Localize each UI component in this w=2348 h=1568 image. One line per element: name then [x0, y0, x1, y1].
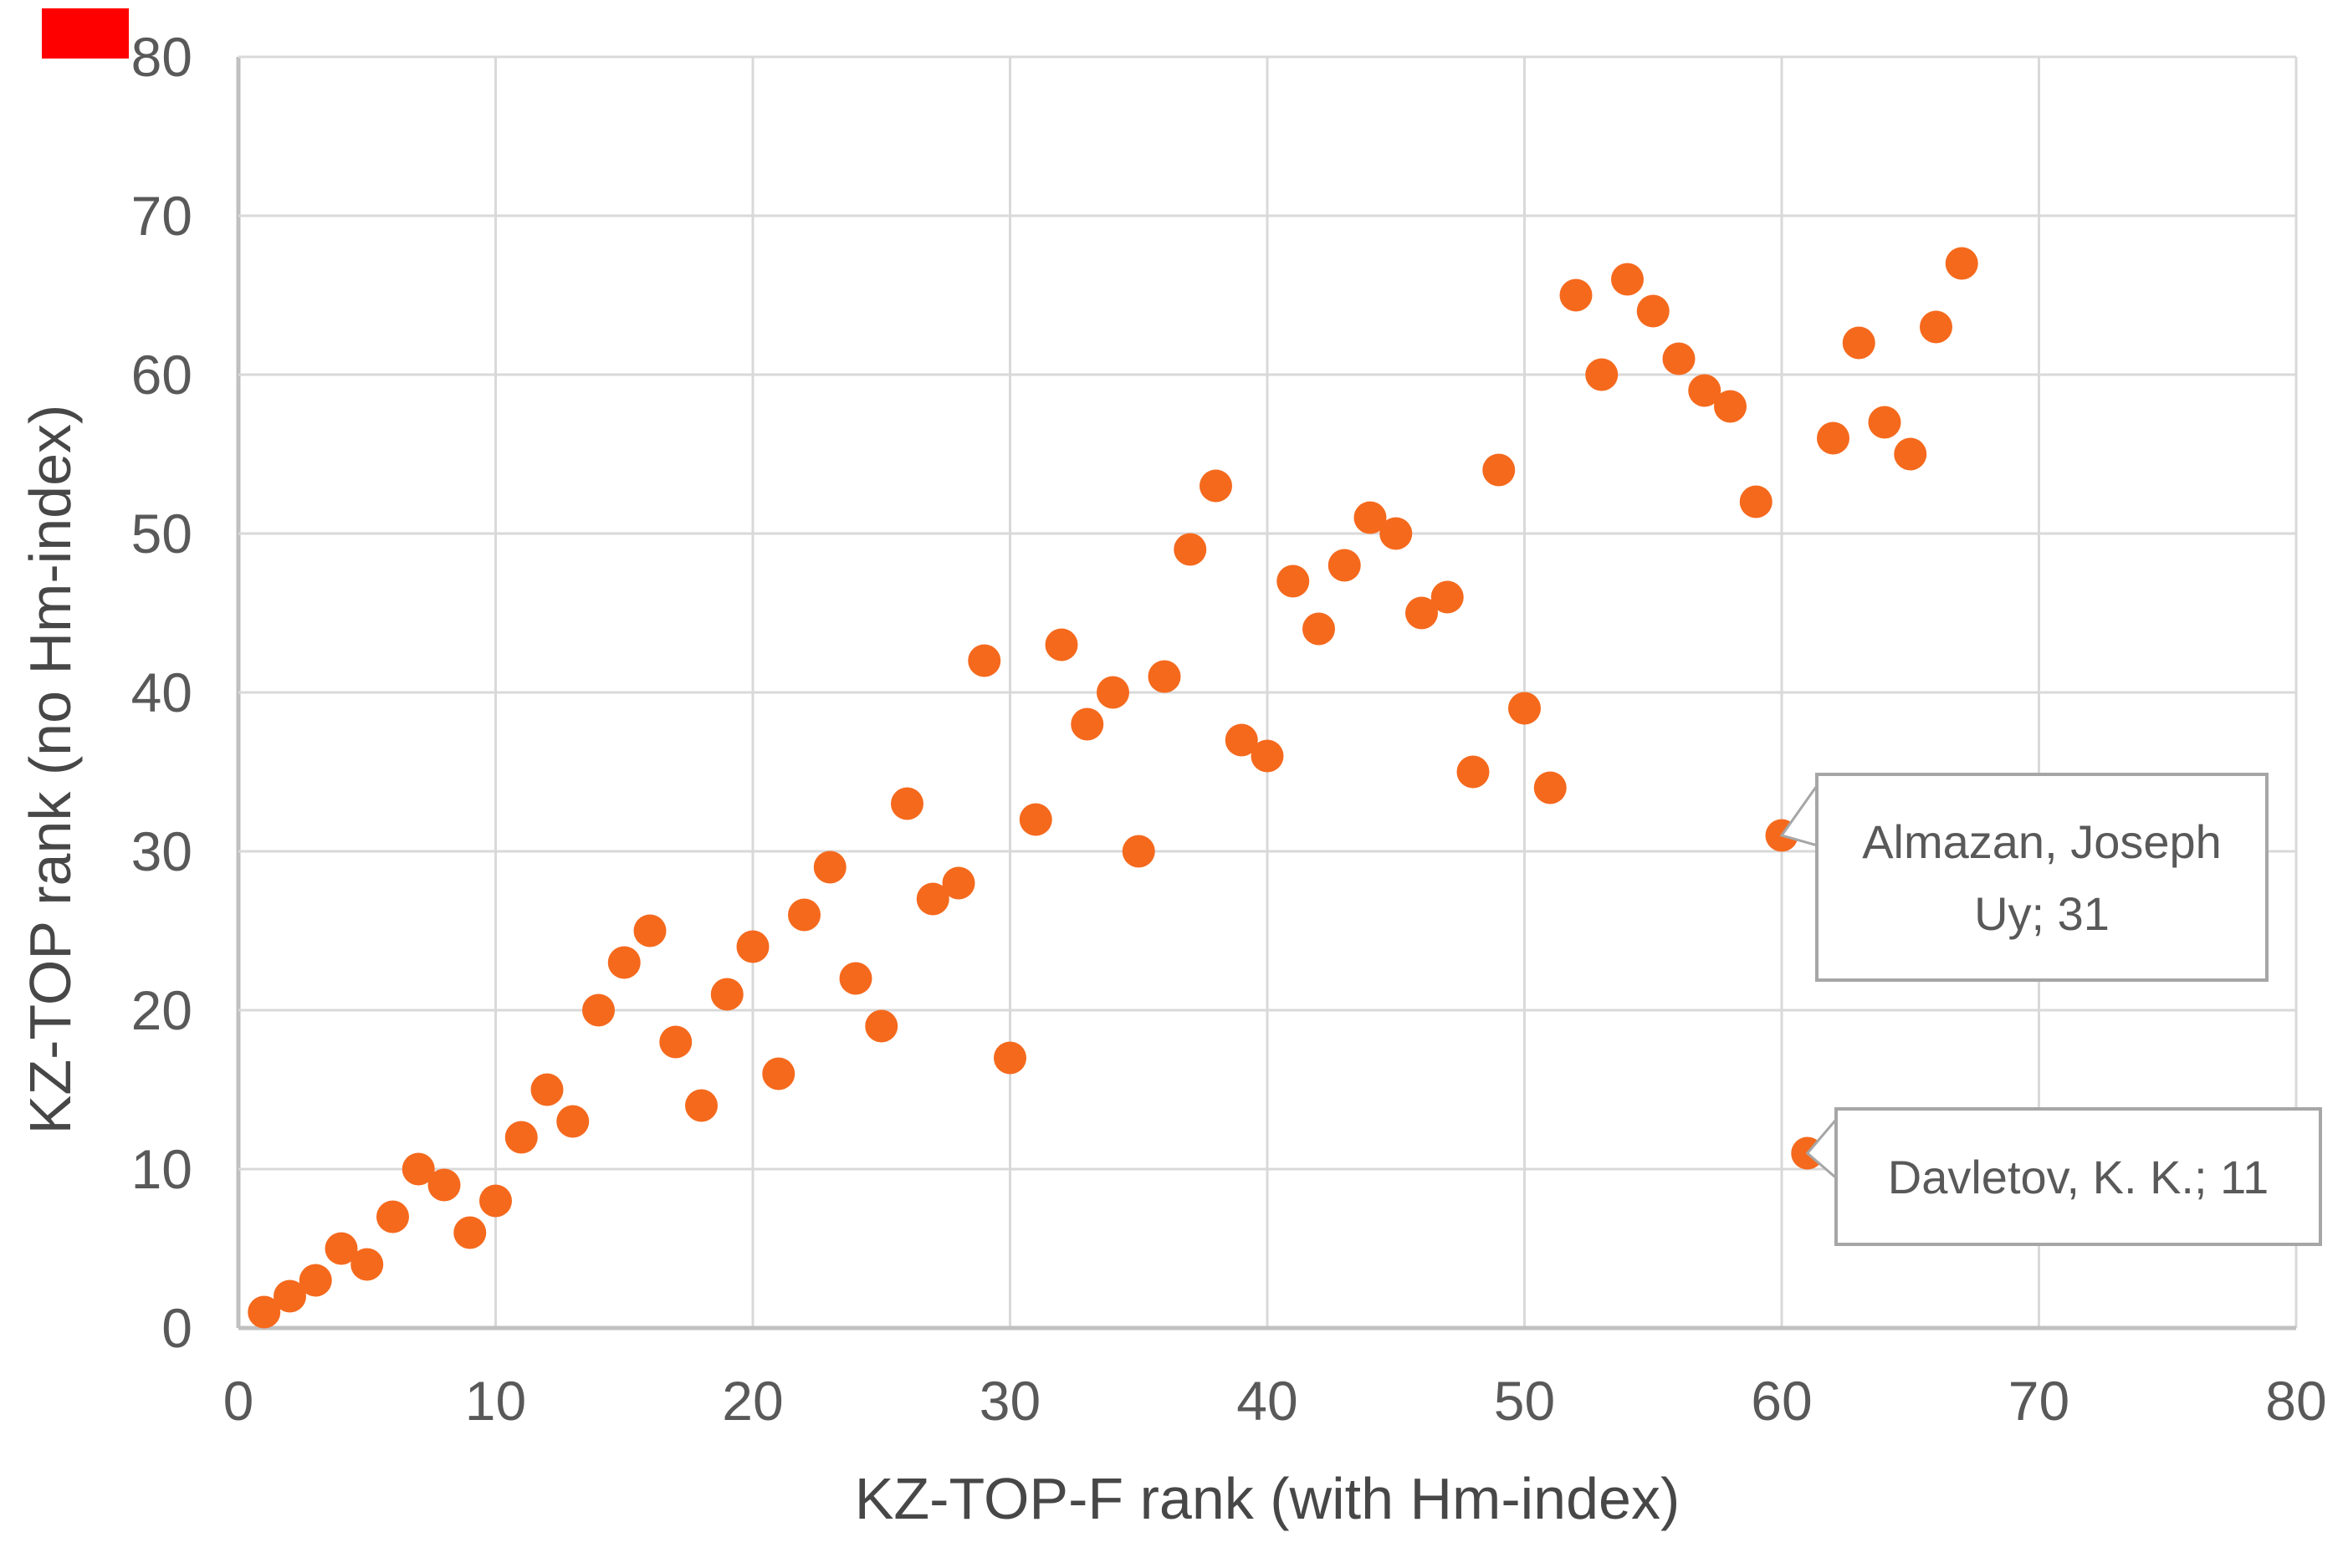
data-point[interactable] [1533, 771, 1567, 804]
x-tick-label: 30 [980, 1370, 1041, 1432]
callout-box[interactable] [1834, 1107, 2322, 1246]
data-point[interactable] [994, 1041, 1026, 1075]
y-tick-label: 80 [131, 26, 192, 88]
y-tick-label: 40 [131, 661, 192, 723]
data-point[interactable] [1251, 739, 1284, 773]
callout: Davletov, K. K.; 11 [1805, 1107, 2322, 1246]
x-axis-title: KZ-TOP-F rank (with Hm-index) [854, 1466, 1680, 1531]
data-point[interactable] [710, 978, 744, 1011]
data-point[interactable] [325, 1232, 358, 1265]
y-tick-label: 50 [131, 503, 192, 564]
x-tick-label: 50 [1494, 1370, 1555, 1432]
y-tick-label: 30 [131, 820, 192, 882]
data-point[interactable] [1225, 723, 1258, 757]
x-tick-label: 0 [223, 1370, 254, 1432]
data-point[interactable] [248, 1295, 281, 1329]
data-point[interactable] [839, 962, 872, 995]
data-point[interactable] [607, 946, 641, 979]
x-tick-label: 20 [722, 1370, 783, 1432]
data-point[interactable] [916, 882, 949, 916]
x-tick-label: 70 [2008, 1370, 2069, 1432]
data-point[interactable] [1662, 342, 1696, 375]
y-tick-label: 10 [131, 1138, 192, 1200]
data-point[interactable] [1379, 517, 1413, 550]
red-corner-marker [42, 8, 129, 59]
data-point[interactable] [274, 1279, 306, 1313]
data-point[interactable] [1508, 692, 1541, 725]
data-point[interactable] [1559, 278, 1593, 312]
y-tick-label: 70 [131, 185, 192, 247]
data-point[interactable] [402, 1152, 435, 1186]
y-tick-label: 20 [131, 979, 192, 1041]
data-point[interactable] [1714, 390, 1747, 423]
data-point[interactable] [1456, 755, 1490, 789]
data-point[interactable] [350, 1248, 384, 1281]
x-tick-label: 60 [1751, 1370, 1812, 1432]
data-point[interactable] [1302, 612, 1335, 646]
data-point[interactable] [1945, 247, 1978, 280]
data-point[interactable] [1353, 501, 1387, 534]
data-point[interactable] [1868, 406, 1901, 439]
data-point[interactable] [1739, 485, 1773, 518]
data-point[interactable] [659, 1025, 693, 1059]
data-points [248, 247, 1978, 1329]
callout: Almazan, Joseph Uy; 31 [1779, 773, 2269, 982]
data-point[interactable] [530, 1073, 564, 1106]
data-point[interactable] [1097, 676, 1129, 709]
data-point[interactable] [891, 787, 923, 820]
data-point[interactable] [633, 914, 667, 947]
data-point[interactable] [582, 993, 615, 1027]
data-point[interactable] [1688, 374, 1721, 407]
callout-box[interactable] [1815, 773, 2269, 982]
data-point[interactable] [1894, 437, 1927, 471]
data-point[interactable] [736, 930, 770, 963]
callout-leader [1779, 777, 1822, 848]
data-point[interactable] [427, 1168, 461, 1202]
data-point[interactable] [1430, 580, 1464, 614]
data-point[interactable] [1482, 453, 1516, 487]
data-point[interactable] [1327, 549, 1361, 582]
data-point[interactable] [1636, 294, 1670, 328]
data-point[interactable] [1405, 596, 1438, 630]
data-point[interactable] [1071, 707, 1104, 741]
tick-labels: 0 10 20 30 40 50 60 70 80 0 10 20 30 40 50 60 70 80 [131, 26, 2327, 1432]
data-point[interactable] [376, 1200, 409, 1233]
data-point[interactable] [1148, 660, 1181, 693]
data-point[interactable] [968, 644, 1001, 677]
data-point[interactable] [685, 1089, 718, 1122]
data-point[interactable] [1200, 469, 1232, 503]
y-tick-label: 60 [131, 344, 192, 406]
data-point[interactable] [1122, 835, 1155, 868]
callout-label: Almazan, Joseph [1862, 815, 2222, 868]
data-point[interactable] [556, 1105, 590, 1138]
x-tick-label: 10 [465, 1370, 526, 1432]
data-point[interactable] [1585, 358, 1619, 391]
data-point[interactable] [762, 1057, 795, 1090]
data-point[interactable] [453, 1216, 487, 1249]
data-point[interactable] [1045, 628, 1078, 661]
data-point[interactable] [1611, 263, 1644, 296]
data-point[interactable] [1019, 803, 1052, 836]
data-point[interactable] [788, 898, 821, 932]
callout-label: Uy; 31 [1974, 887, 2110, 940]
x-tick-label: 80 [2265, 1370, 2326, 1432]
y-tick-label: 0 [161, 1297, 192, 1359]
data-point[interactable] [1842, 326, 1875, 360]
data-point[interactable] [813, 850, 847, 884]
callouts: Almazan, Joseph Uy; 31 Davletov, K. K.; 11 [1779, 773, 2322, 1246]
data-point[interactable] [865, 1009, 898, 1043]
callout-label: Davletov, K. K.; 11 [1888, 1151, 2269, 1203]
data-point[interactable] [1174, 533, 1207, 566]
data-point[interactable] [1276, 564, 1310, 598]
data-point[interactable] [1817, 421, 1849, 455]
data-point[interactable] [942, 866, 975, 900]
data-point[interactable] [504, 1121, 538, 1154]
y-axis-title: KZ-TOP rank (no Hm-index) [18, 404, 83, 1135]
data-point[interactable] [1920, 310, 1952, 344]
x-tick-label: 40 [1236, 1370, 1297, 1432]
data-point[interactable] [479, 1184, 512, 1218]
data-point[interactable] [299, 1264, 332, 1297]
